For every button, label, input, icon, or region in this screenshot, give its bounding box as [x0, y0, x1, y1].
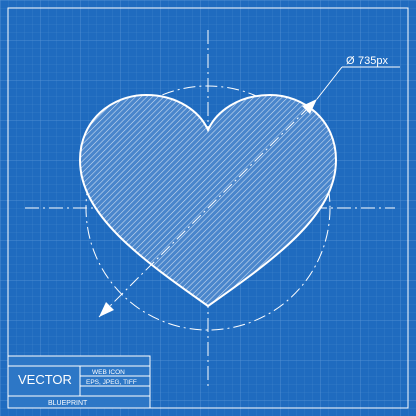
diameter-value: 735px	[358, 55, 388, 67]
arrowhead-top	[302, 99, 317, 114]
drawing-frame	[7, 7, 409, 409]
arrowhead-bottom	[99, 302, 114, 317]
leader-line	[316, 66, 343, 100]
title-main: VECTOR	[18, 372, 72, 387]
diameter-line	[98, 98, 318, 318]
title-block-frame	[7, 355, 151, 409]
title-line-1: WEB ICON	[92, 369, 125, 376]
heart-icon	[78, 93, 338, 308]
diameter-symbol: Ø	[346, 55, 355, 67]
title-footer: BLUEPRINT	[48, 400, 88, 407]
title-line-2: EPS, JPEG, TIFF	[86, 379, 137, 386]
title-block: VECTOR WEB ICON EPS, JPEG, TIFF BLUEPRIN…	[7, 355, 151, 409]
